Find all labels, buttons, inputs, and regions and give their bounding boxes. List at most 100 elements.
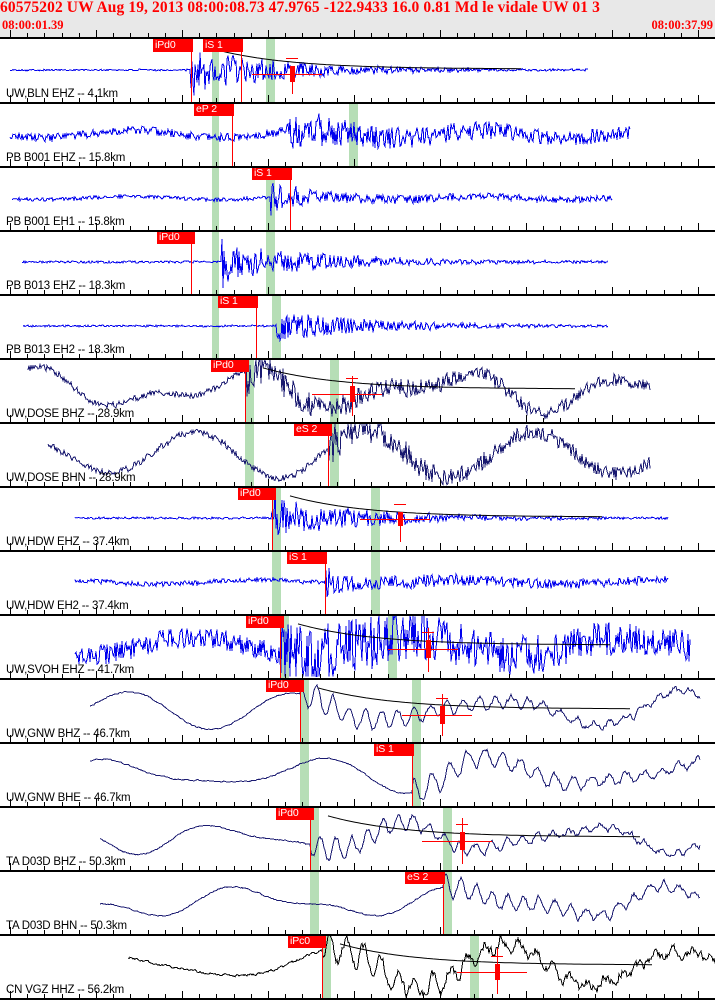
phase-pick-line[interactable] [412,742,413,806]
phase-pick-label[interactable]: eS 2 [405,871,445,884]
trace-row[interactable]: iPd0 UW,DOSE BHZ -- 28.9km [0,358,715,422]
axis-tick-minor [285,290,286,294]
axis-tick-minor [509,674,510,678]
axis-tick-minor [406,418,407,422]
phase-pick-line[interactable] [325,550,326,614]
trace-row[interactable]: iPd0 PB B013 EHZ -- 18.3km [0,230,715,294]
trace-row[interactable]: iS 1 PB B013 EH2 -- 18.3km [0,294,715,358]
axis-tick-minor [423,994,424,998]
phase-pick-label[interactable]: iPd0 [211,359,249,372]
axis-tick-minor [423,226,424,230]
axis-tick-major [96,351,97,359]
axis-tick-minor [130,802,131,806]
axis-tick-major [698,735,699,743]
axis-tick-major [10,95,11,103]
phase-pick-label[interactable]: iPd0 [238,487,276,500]
axis-tick-minor [285,226,286,230]
axis-tick-minor [509,930,510,934]
phase-pick-line[interactable] [256,294,257,358]
phase-pick-label[interactable]: iPd0 [157,231,195,244]
axis-tick-minor [681,98,682,102]
trace-row[interactable]: iPc0 CN VGZ HHZ -- 56.2km [0,934,715,998]
axis-tick-minor [629,546,630,550]
axis-tick-minor [44,802,45,806]
axis-tick-minor [664,674,665,678]
axis-tick-minor [509,290,510,294]
phase-pick-line[interactable] [310,806,311,870]
axis-tick-minor [388,482,389,486]
phase-pick-label[interactable]: iPd0 [246,615,284,628]
axis-tick-minor [199,98,200,102]
phase-pick-label[interactable]: iS 1 [374,743,414,756]
trace-panel[interactable]: iPd0 iS 1 UW,BLN EHZ -- 4.1km eP 2 PB B001 E… [0,30,715,1000]
axis-tick-minor [251,226,252,230]
axis-tick-minor [681,802,682,806]
phase-pick-label[interactable]: iS 1 [252,167,292,180]
axis-tick-minor [337,674,338,678]
phase-pick-line[interactable] [443,870,444,934]
axis-tick-minor [199,354,200,358]
axis-tick-minor [199,866,200,870]
axis-tick-minor [148,738,149,742]
phase-pick-line[interactable] [245,358,246,422]
axis-tick-major [182,351,183,359]
phase-pick-label[interactable]: eP 2 [194,103,234,116]
axis-tick-minor [302,482,303,486]
trace-row[interactable]: iPd0 TA D03D BHZ -- 50.3km [0,806,715,870]
trace-row[interactable]: eS 2 TA D03D BHN -- 50.3km [0,870,715,934]
channel-label: UW,DOSE BHN -- 28.9km [6,472,136,484]
trace-row[interactable]: iPd0 UW,GNW BHZ -- 46.7km [0,678,715,742]
trace-row[interactable]: iS 1 UW,GNW BHE -- 46.7km [0,742,715,806]
phase-pick-line[interactable] [191,230,192,294]
axis-tick-minor [509,354,510,358]
phase-pick-label[interactable]: iS 1 [218,295,258,308]
trace-row[interactable]: iPd0 UW,SVOH EHZ -- 41.7km [0,614,715,678]
trace-row[interactable]: eP 2 PB B001 EHZ -- 15.8km [0,102,715,166]
trace-row[interactable]: iPd0 UW,HDW EHZ -- 37.4km [0,486,715,550]
trace-row[interactable]: iPd0 iS 1 UW,BLN EHZ -- 4.1km [0,38,715,102]
phase-pick-label[interactable]: iPc0 [288,935,326,948]
axis-tick-minor [251,994,252,998]
axis-tick-minor [113,33,114,37]
axis-tick-minor [474,98,475,102]
axis-tick-major [96,479,97,487]
phase-pick-label[interactable]: iS 1 [287,551,327,564]
amplitude-marker-cap [394,504,406,505]
phase-pick-label[interactable]: iPd0 [153,39,193,52]
trace-row[interactable]: iS 1 UW,HDW EH2 -- 37.4km [0,550,715,614]
trace-row[interactable]: iS 1 PB B001 EH1 -- 15.8km [0,166,715,230]
phase-pick-line[interactable] [280,614,281,678]
phase-pick-line[interactable] [300,678,301,742]
waveform-trace [74,567,669,597]
axis-tick-major [182,479,183,487]
coda-window-band [272,550,281,614]
phase-pick-label[interactable]: eS 2 [294,423,332,436]
trace-row[interactable]: eS 2 UW,DOSE BHN -- 28.9km [0,422,715,486]
axis-tick-minor [664,290,665,294]
phase-pick-line[interactable] [232,102,233,166]
axis-tick-minor [681,354,682,358]
phase-pick-label[interactable]: iPd0 [266,679,304,692]
phase-pick-line[interactable] [241,38,242,102]
phase-pick-line[interactable] [328,422,329,486]
axis-tick-minor [302,994,303,998]
phase-pick-label[interactable]: iS 1 [203,39,243,52]
axis-tick-minor [423,738,424,742]
amplitude-marker-line[interactable] [400,516,401,542]
axis-tick-major [268,415,269,423]
axis-tick-minor [79,354,80,358]
axis-tick-major [698,863,699,871]
phase-pick-label[interactable]: iPd0 [276,807,314,820]
window-start-time: 08:00:01.39 [2,18,64,32]
phase-pick-line[interactable] [290,166,291,230]
amplitude-marker-cap [491,956,503,957]
axis-tick-minor [423,418,424,422]
axis-tick-minor [79,162,80,166]
axis-tick-minor [27,226,28,230]
phase-pick-line[interactable] [272,486,273,550]
phase-pick-line[interactable] [191,38,192,102]
axis-tick-minor [492,994,493,998]
axis-tick-major [698,159,699,167]
axis-tick-major [698,991,699,999]
axis-tick-minor [560,226,561,230]
